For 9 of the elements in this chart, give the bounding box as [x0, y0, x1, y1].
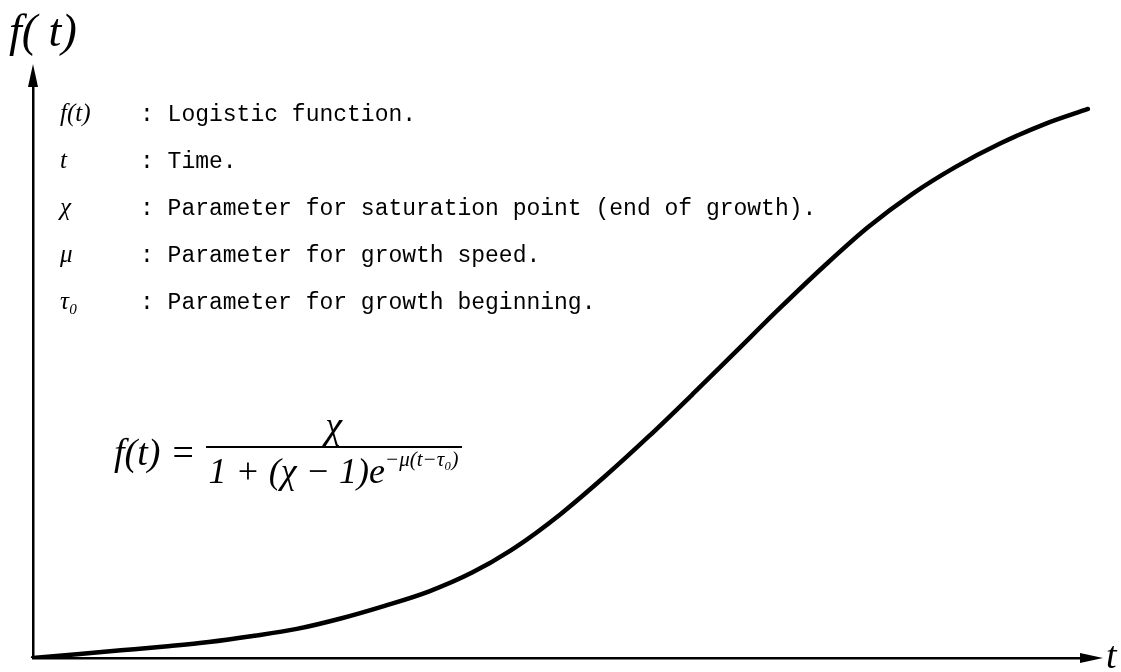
text: f(t) : Logistic function.	[60, 99, 417, 128]
annotation: f(t) =	[114, 429, 196, 474]
x-axis-title: t	[1106, 634, 1117, 672]
y-axis-title: f( t)	[9, 5, 77, 56]
text: t : Time.	[60, 146, 237, 175]
text: τ₀ : Parameter for growth beginning.	[60, 287, 596, 316]
annotation: 1 + (χ − 1)e$^{−μ(t−τ₀)}$	[205, 446, 462, 499]
text: μ : Parameter for growth speed.	[60, 240, 541, 269]
text: χ : Parameter for saturation point (end of growth).	[60, 193, 817, 222]
